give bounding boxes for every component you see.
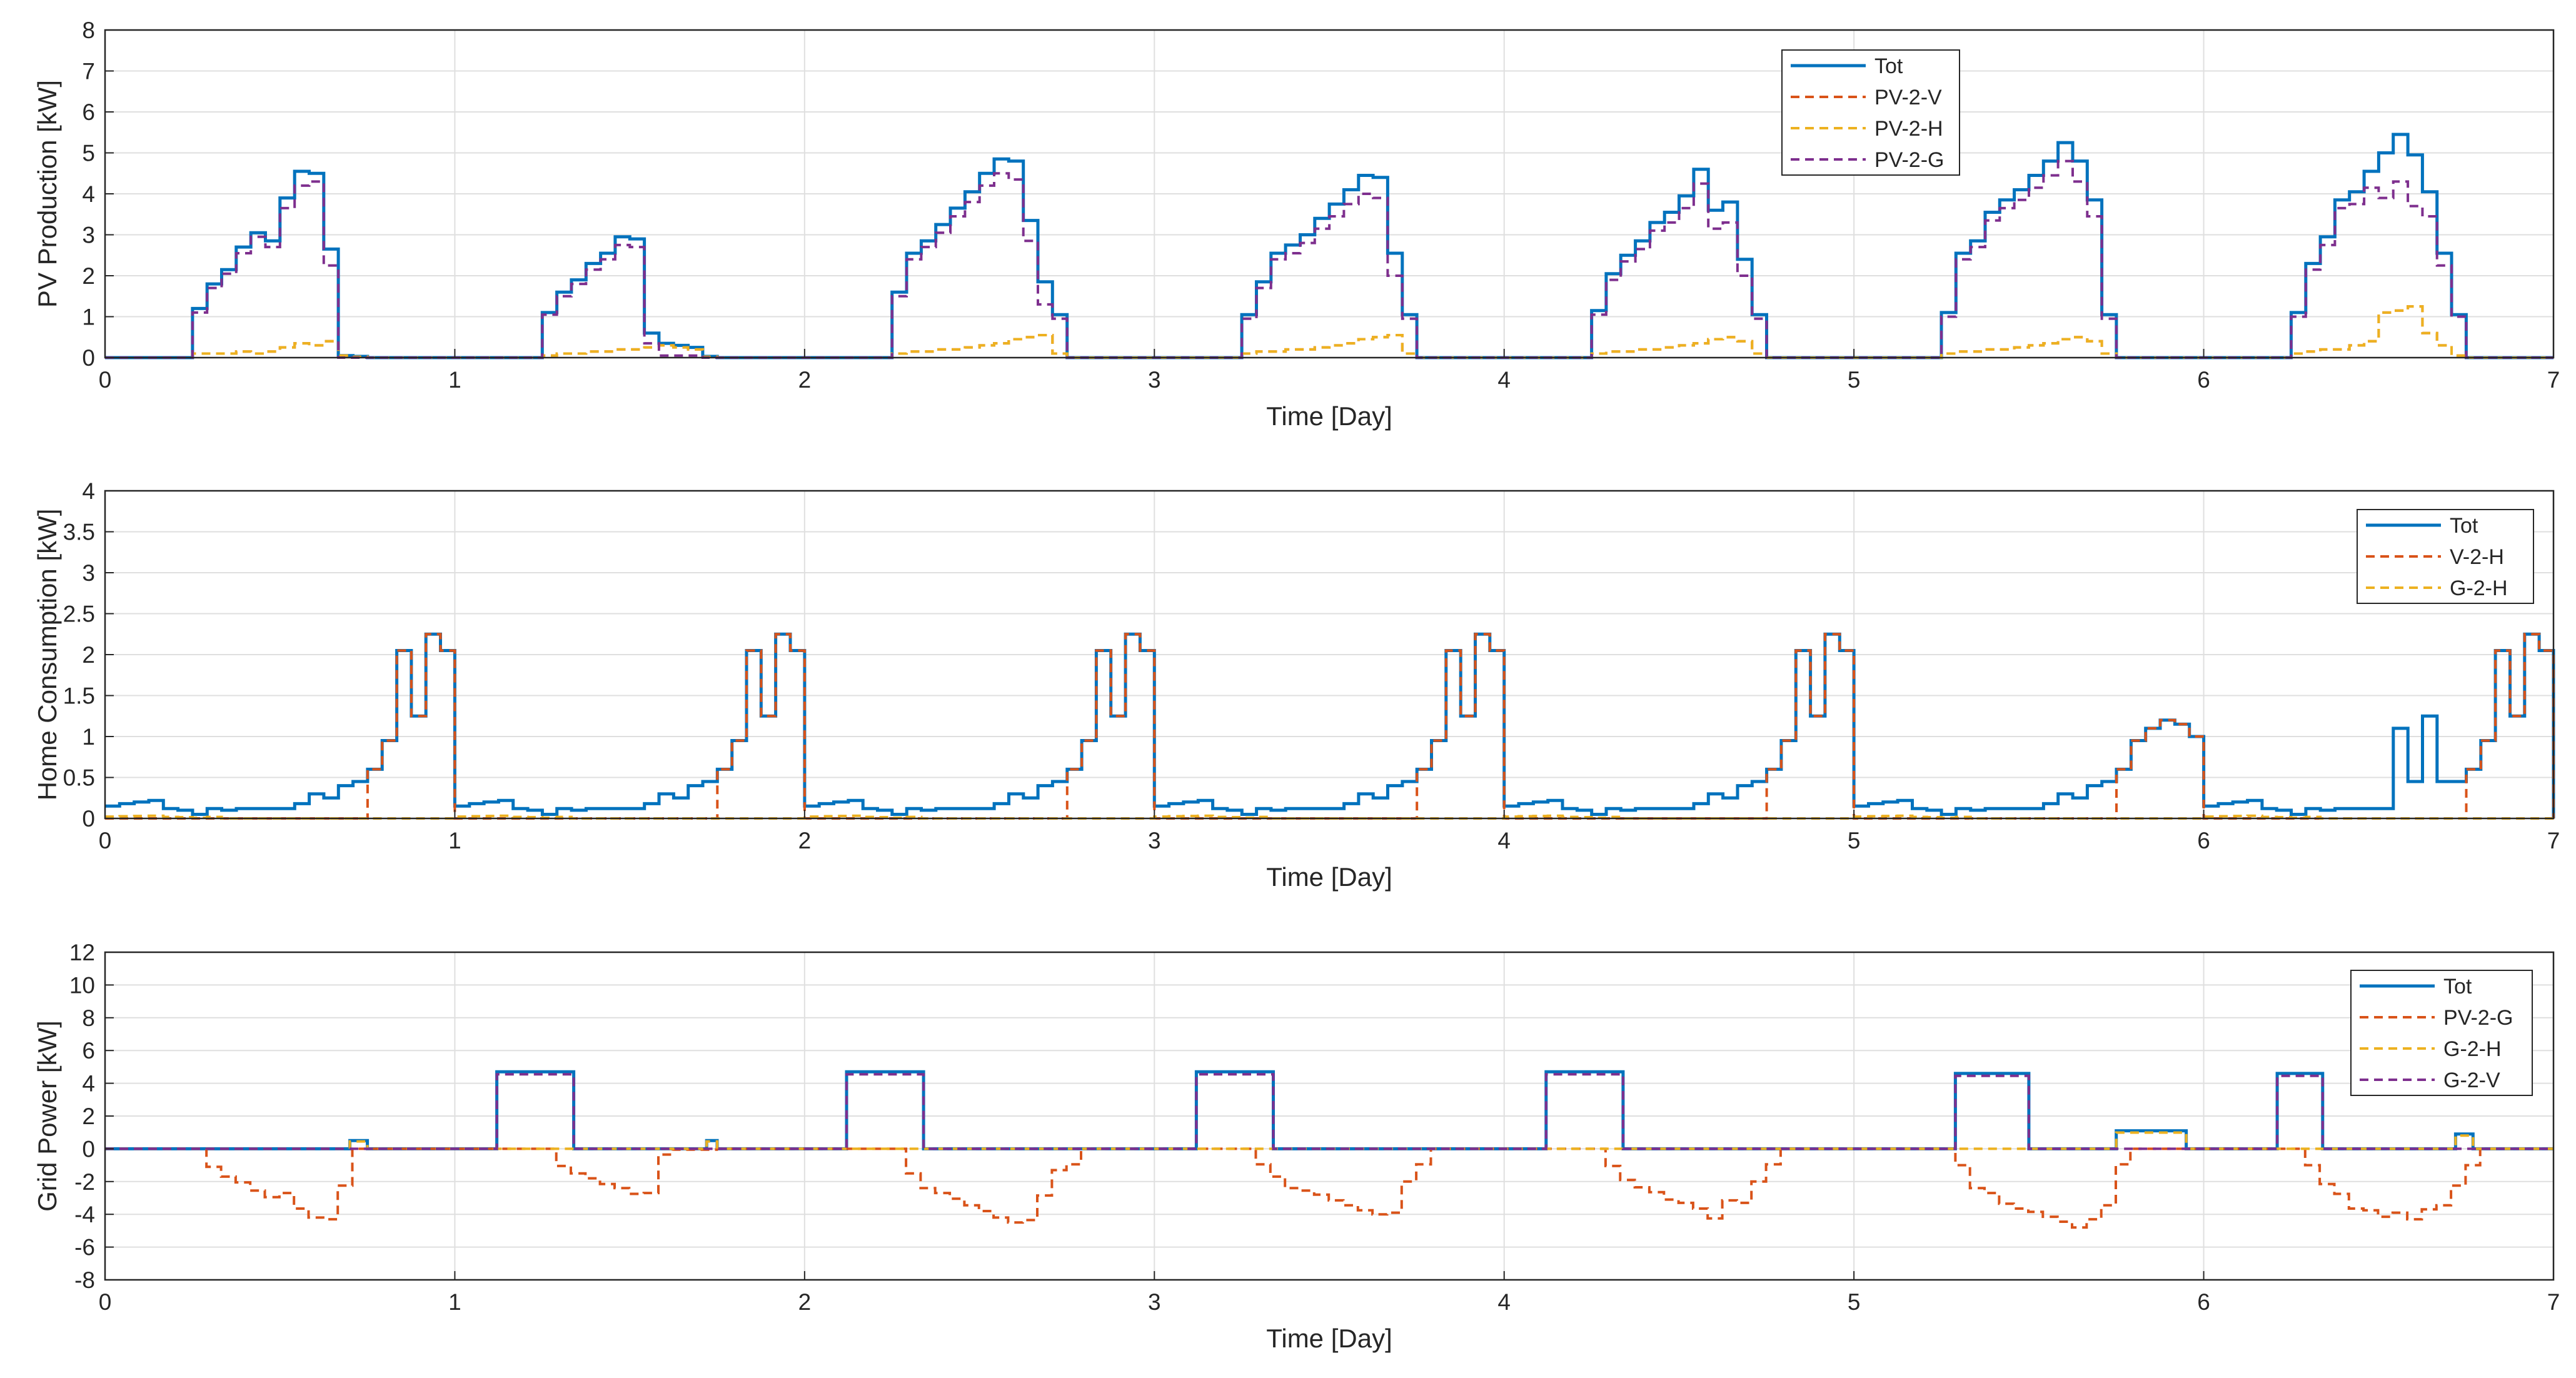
legend-label: G-2-V bbox=[2443, 1069, 2500, 1092]
x-tick-label: 6 bbox=[2197, 367, 2210, 393]
series-line-pv-2-g bbox=[105, 159, 2553, 359]
legend-label: PV-2-V bbox=[1874, 86, 1942, 109]
series-line-tot bbox=[105, 133, 2553, 360]
series-line-pv-2-h bbox=[105, 305, 2553, 359]
x-tick-label: 4 bbox=[1497, 367, 1511, 393]
y-tick-label: 0.5 bbox=[63, 765, 95, 791]
x-tick-label: 6 bbox=[2197, 1289, 2210, 1315]
x-tick-label: 7 bbox=[2547, 1289, 2560, 1315]
legend: Tot PV-2-V PV-2-H PV-2-G bbox=[1781, 49, 1960, 176]
y-tick-label: 8 bbox=[82, 18, 95, 43]
y-tick-label: 8 bbox=[82, 1005, 95, 1031]
y-tick-label: 12 bbox=[69, 940, 95, 965]
y-tick-label: 3 bbox=[82, 223, 95, 248]
legend-label: G-2-H bbox=[2443, 1037, 2502, 1061]
x-tick-label: 2 bbox=[798, 828, 812, 853]
pv-production-panel: 0 1 2 3 4 5 6 7 0 1 2 3 4 5 6 7 8 Time [Day] PV Producti… bbox=[33, 18, 2560, 431]
legend-label: G-2-H bbox=[2450, 576, 2508, 600]
x-tick-label: 4 bbox=[1497, 828, 1511, 853]
legend-label: PV-2-G bbox=[1874, 148, 1944, 172]
legend-label: PV-2-G bbox=[2443, 1006, 2513, 1030]
x-tick-label: 3 bbox=[1148, 367, 1161, 393]
x-tick-label: 6 bbox=[2197, 828, 2210, 853]
series-line-pv-2-v bbox=[105, 305, 2553, 359]
legend-label: Tot bbox=[2450, 514, 2478, 538]
y-tick-label: -4 bbox=[74, 1202, 95, 1227]
series-line-tot bbox=[105, 632, 2555, 818]
y-tick-label: 0 bbox=[82, 1136, 95, 1162]
x-tick-label: 0 bbox=[99, 828, 112, 853]
x-tick-label: 5 bbox=[1848, 1289, 1861, 1315]
legend: Tot PV-2-G G-2-H G-2-V bbox=[2350, 970, 2533, 1096]
home-consumption-panel: 0 1 2 3 4 5 6 7 0 0.5 1 1.5 2 2.5 3 3.5 4 Time [Day] Hom… bbox=[33, 478, 2560, 892]
y-tick-label: 10 bbox=[69, 972, 95, 998]
y-tick-label: 1 bbox=[82, 724, 95, 750]
x-tick-label: 7 bbox=[2547, 828, 2560, 853]
y-axis-label: Home Consumption [kW] bbox=[33, 509, 62, 801]
x-tick-label: 2 bbox=[798, 367, 812, 393]
x-tick-label: 5 bbox=[1848, 367, 1861, 393]
x-tick-label: 1 bbox=[448, 367, 461, 393]
series-line-v-2-h bbox=[105, 633, 2555, 820]
y-tick-label: 2 bbox=[82, 263, 95, 289]
x-axis-label: Time [Day] bbox=[1266, 401, 1392, 431]
y-tick-label: -6 bbox=[74, 1235, 95, 1260]
series-line-pv-2-g bbox=[105, 1147, 2553, 1229]
legend-label: Tot bbox=[1874, 54, 1903, 78]
y-tick-label: -8 bbox=[74, 1267, 95, 1293]
y-tick-label: 2.5 bbox=[63, 601, 95, 627]
x-tick-label: 1 bbox=[448, 828, 461, 853]
y-tick-label: -2 bbox=[74, 1169, 95, 1195]
y-tick-label: 6 bbox=[82, 99, 95, 125]
y-tick-label: 1 bbox=[82, 304, 95, 330]
legend-label: Tot bbox=[2443, 975, 2472, 998]
series-line-tot bbox=[105, 1070, 2553, 1150]
y-tick-label: 4 bbox=[82, 1071, 95, 1097]
y-tick-label: 0 bbox=[82, 345, 95, 371]
x-tick-label: 2 bbox=[798, 1289, 812, 1315]
x-tick-label: 1 bbox=[448, 1289, 461, 1315]
legend-box bbox=[1781, 49, 1960, 176]
y-axis-label: PV Production [kW] bbox=[33, 80, 62, 308]
legend-box bbox=[2350, 970, 2533, 1096]
y-tick-label: 0 bbox=[82, 806, 95, 832]
x-tick-label: 4 bbox=[1497, 1289, 1511, 1315]
legend: Tot V-2-H G-2-H bbox=[2357, 509, 2534, 604]
series-line-g-2-v bbox=[105, 1073, 2553, 1150]
y-tick-label: 1.5 bbox=[63, 683, 95, 709]
x-tick-label: 0 bbox=[99, 1289, 112, 1315]
y-tick-label: 5 bbox=[82, 141, 95, 166]
legend-label: PV-2-H bbox=[1874, 117, 1943, 141]
y-tick-label: 7 bbox=[82, 59, 95, 84]
y-tick-label: 6 bbox=[82, 1038, 95, 1064]
x-tick-label: 5 bbox=[1848, 828, 1861, 853]
x-tick-label: 7 bbox=[2547, 367, 2560, 393]
x-axis-label: Time [Day] bbox=[1266, 1324, 1392, 1353]
y-tick-label: 2 bbox=[82, 1104, 95, 1129]
legend-label: V-2-H bbox=[2450, 545, 2504, 569]
y-tick-label: 2 bbox=[82, 642, 95, 668]
y-tick-label: 4 bbox=[82, 478, 95, 504]
y-tick-label: 3 bbox=[82, 560, 95, 586]
x-axis-label: Time [Day] bbox=[1266, 862, 1392, 892]
x-tick-label: 0 bbox=[99, 367, 112, 393]
y-tick-label: 3.5 bbox=[63, 520, 95, 545]
x-tick-label: 3 bbox=[1148, 828, 1161, 853]
y-tick-label: 4 bbox=[82, 181, 95, 207]
y-axis-label: Grid Power [kW] bbox=[33, 1020, 62, 1212]
x-tick-label: 3 bbox=[1148, 1289, 1161, 1315]
